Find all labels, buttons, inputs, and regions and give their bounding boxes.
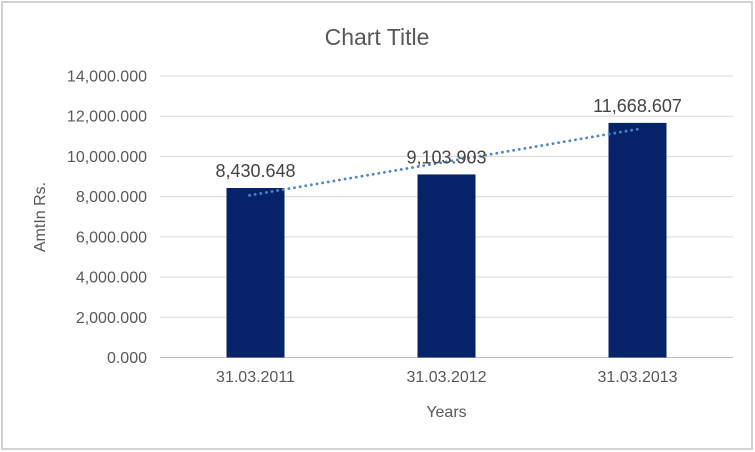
- y-axis-tick-label: 12,000.000: [67, 109, 147, 126]
- y-axis-tick-label: 0.000: [107, 350, 147, 367]
- data-label: 8,430.648: [215, 161, 295, 181]
- chart-title[interactable]: Chart Title: [325, 24, 430, 50]
- bar[interactable]: [608, 122, 667, 358]
- y-axis-tick-label: 2,000.000: [76, 310, 147, 327]
- x-axis-tick-label: 31.03.2012: [406, 369, 486, 386]
- y-axis-title: AmtIn Rs.: [32, 182, 49, 252]
- bar[interactable]: [226, 187, 285, 358]
- y-axis-tick-label: 8,000.000: [76, 189, 147, 206]
- labels-group: 0.000 2,000.000 4,000.000 6,000.000 8,000.00…: [67, 69, 682, 387]
- data-label: 9,103.903: [406, 147, 486, 167]
- x-axis-title: Years: [426, 404, 466, 421]
- data-label: 11,668.607: [593, 96, 682, 116]
- y-axis-tick-label: 4,000.000: [76, 270, 147, 287]
- y-axis-tick-label: 10,000.000: [67, 149, 147, 166]
- x-axis-tick-label: 31.03.2013: [597, 369, 677, 386]
- y-axis-tick-label: 14,000.000: [67, 69, 147, 86]
- x-axis-tick-label: 31.03.2011: [216, 369, 295, 386]
- bars-group: [226, 122, 667, 358]
- bar[interactable]: [417, 174, 476, 358]
- y-axis-tick-label: 6,000.000: [76, 229, 147, 246]
